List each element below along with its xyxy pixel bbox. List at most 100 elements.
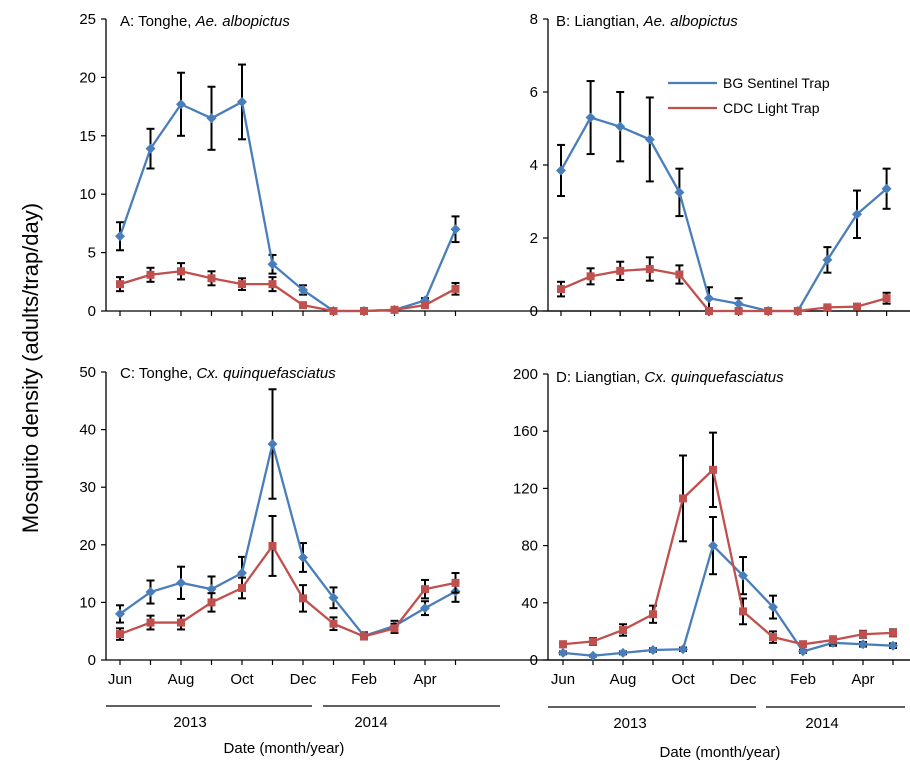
year-axis-left: 2013 2014 — [106, 705, 500, 731]
data-point — [267, 259, 278, 270]
data-point — [329, 307, 338, 315]
data-point — [769, 633, 777, 642]
panel-title-species: Ae. albopictus — [643, 13, 739, 30]
x-tick-label: Apr — [851, 671, 874, 688]
y-tick-label: 120 — [513, 480, 538, 497]
year-label: 2013 — [613, 715, 646, 732]
data-point — [644, 134, 655, 145]
y-tick-label: 50 — [79, 364, 96, 381]
data-point — [559, 640, 567, 649]
y-tick-label: 20 — [79, 537, 96, 554]
year-label: 2014 — [354, 714, 387, 731]
data-point — [329, 619, 338, 628]
x-tick-label: Dec — [290, 671, 317, 688]
series-line — [118, 100, 457, 313]
data-point — [390, 624, 399, 633]
data-point — [298, 284, 308, 295]
y-tick-label: 160 — [513, 423, 538, 440]
data-point — [328, 592, 339, 603]
data-point — [678, 644, 688, 655]
data-point — [799, 640, 807, 649]
data-point — [618, 647, 628, 658]
panel-title-prefix: B: Liangtian, — [556, 13, 644, 30]
panel-title: B: Liangtian, Ae. albopictus — [556, 13, 738, 30]
series-line — [562, 467, 894, 646]
data-point — [585, 112, 596, 123]
data-point — [268, 280, 277, 289]
data-point — [145, 587, 156, 598]
data-point — [649, 610, 657, 619]
panel-title-prefix: A: Tonghe, — [120, 13, 196, 30]
x-tick-label: Oct — [230, 671, 254, 688]
data-point — [360, 632, 368, 641]
data-point — [268, 541, 277, 550]
x-axis-label-left: Date (month/year) — [224, 740, 345, 757]
data-point — [115, 608, 125, 619]
data-point — [793, 307, 802, 315]
data-point — [238, 584, 246, 592]
data-point — [704, 293, 714, 304]
data-point — [116, 280, 124, 289]
data-point — [674, 187, 685, 198]
data-point — [237, 96, 247, 107]
data-point — [888, 640, 898, 651]
data-point — [709, 465, 717, 474]
y-tick-label: 15 — [79, 128, 96, 145]
x-tick-label: Dec — [730, 671, 757, 688]
data-point — [648, 644, 658, 655]
year-label: 2013 — [173, 714, 206, 731]
data-point — [829, 635, 837, 644]
y-tick-label: 8 — [530, 11, 538, 28]
year-axis-right: 2013 2014 — [548, 706, 905, 732]
panel-title-prefix: D: Liangtian, — [556, 369, 644, 386]
y-tick-label: 0 — [530, 652, 538, 669]
y-tick-label: 200 — [513, 366, 538, 383]
y-tick-label: 30 — [79, 479, 96, 496]
data-point — [238, 280, 246, 289]
data-point — [853, 302, 861, 311]
chart-panel-b: 0 2 4 6 8 B: Liangtian, Ae. albopictus BG Sent… — [530, 11, 910, 320]
panel-title: A: Tonghe, Ae. albopictus — [120, 13, 290, 30]
y-tick-label: 5 — [88, 245, 96, 262]
data-point — [679, 494, 687, 503]
data-point — [823, 303, 832, 312]
x-tick-label: Apr — [413, 671, 436, 688]
data-point — [616, 266, 625, 275]
legend-label: BG Sentinel Trap — [723, 75, 830, 91]
data-point — [675, 270, 684, 279]
series-line — [562, 543, 894, 657]
data-point — [177, 618, 185, 627]
data-point — [588, 650, 598, 661]
data-point — [619, 625, 627, 634]
y-tick-label: 20 — [79, 69, 96, 86]
data-point — [705, 307, 713, 315]
data-point — [421, 585, 429, 594]
data-point — [764, 307, 773, 315]
data-point — [450, 224, 461, 235]
data-point — [146, 618, 155, 627]
data-point — [116, 630, 124, 639]
x-tick-label: Jun — [108, 671, 132, 688]
data-point — [420, 603, 430, 614]
panel-title-species: Cx. quinquefasciatus — [196, 365, 336, 382]
data-point — [267, 439, 278, 449]
data-point — [557, 285, 565, 294]
y-axis-label: Mosquito density (adults/trap/day) — [18, 203, 43, 533]
data-point — [177, 267, 185, 276]
data-point — [145, 143, 156, 154]
y-tick-label: 2 — [530, 230, 538, 247]
data-point — [451, 578, 460, 587]
data-point — [881, 183, 892, 194]
data-point — [390, 305, 399, 314]
data-point — [558, 647, 568, 658]
data-point — [859, 630, 867, 639]
y-tick-label: 6 — [530, 84, 538, 101]
data-point — [882, 294, 891, 303]
data-point — [739, 607, 747, 616]
data-point — [645, 265, 654, 274]
data-point — [298, 552, 308, 563]
chart-panel-d: 0 40 80 120 160 200 Jun Aug Oct Dec Feb Apr D: Liang… — [513, 366, 910, 688]
data-point — [615, 121, 626, 132]
series-line — [119, 443, 457, 638]
